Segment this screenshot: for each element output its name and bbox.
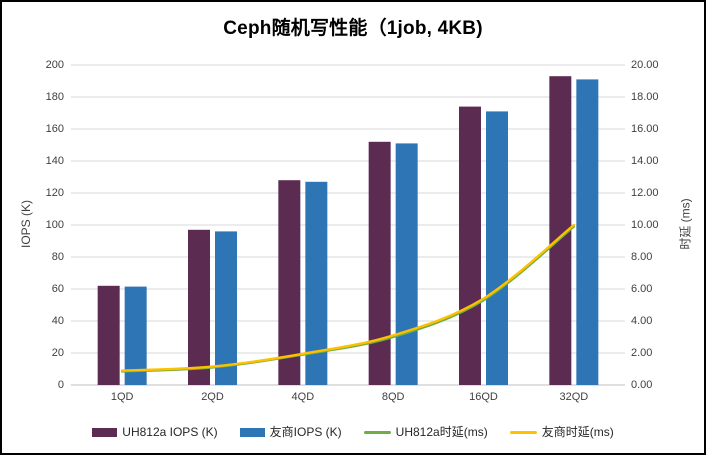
y-axis-left-tick: 120 [45,187,64,199]
bar-vendor-1qd [124,286,147,385]
legend-bar-swatch [92,427,118,437]
x-axis-label-4qd: 4QD [291,391,315,403]
y-axis-right-tick: 20.00 [631,59,659,71]
legend-item-uh812a-latency: UH812a时延(ms) [363,423,488,441]
legend-item-vendor-iops: 友商IOPS (K) [239,423,342,441]
legend-line-swatch [363,430,391,434]
y-axis-left-tick: 180 [45,91,64,103]
x-axis-label-1qd: 1QD [110,391,134,403]
y-axis-left-tick: 40 [51,315,64,327]
legend-line-swatch [509,430,537,434]
legend-bar-swatch [239,427,265,437]
bar-uh812a-2qd [188,229,210,385]
y-axis-right-tick: 16.00 [631,123,659,135]
legend-label: UH812a IOPS (K) [122,425,218,439]
legend-label: 友商IOPS (K) [269,425,342,439]
x-axis-label-8qd: 8QD [381,391,405,403]
y-axis-right-tick: 14.00 [631,155,659,167]
legend-item-uh812a-iops: UH812a IOPS (K) [92,423,218,441]
bar-uh812a-8qd [368,141,391,385]
legend-label: UH812a时延(ms) [395,425,488,439]
y-axis-right-tick: 6.00 [631,283,653,295]
bar-uh812a-1qd [97,285,120,385]
y-axis-right-tick: 2.00 [631,347,653,359]
y-axis-left-tick: 160 [45,123,64,135]
x-axis-label-32qd: 32QD [559,391,589,403]
y-axis-right-tick: 4.00 [631,315,653,327]
y-axis-left-tick: 20 [51,347,64,359]
legend: UH812a IOPS (K) 友商IOPS (K) UH812a时延(ms) 友商时… [2,422,704,442]
y-axis-right-tick: 8.00 [631,251,653,263]
bar-vendor-32qd [576,79,599,386]
bar-vendor-8qd [395,143,418,385]
y-axis-left-tick: 60 [51,283,64,295]
y-axis-right-tick: 10.00 [631,219,659,231]
chart-title: Ceph随机写性能（1job, 4KB) [223,18,483,39]
y-axis-left-tick: 80 [51,251,64,263]
y-axis-right-tick: 0.00 [631,379,653,391]
bar-vendor-4qd [305,181,328,385]
y-axis-left-tick: 200 [45,59,64,71]
legend-label: 友商时延(ms) [541,425,614,439]
y-axis-left-tick: 0 [57,379,64,391]
y-axis-left-tick: 100 [45,219,64,231]
legend-item-vendor-latency: 友商时延(ms) [509,423,614,441]
y-axis-right-tick: 12.00 [631,187,659,199]
y-axis-title-right: 时延 (ms) [678,198,693,250]
x-axis-label-16qd: 16QD [469,391,498,403]
y-axis-right-tick: 18.00 [631,91,659,103]
bar-uh812a-16qd [459,106,481,385]
latency-line-vendor [120,223,576,372]
y-axis-left-tick: 140 [45,155,64,167]
y-axis-title-left: IOPS (K) [19,199,33,249]
bar-uh812a-32qd [549,76,572,385]
bar-uh812a-4qd [278,180,301,385]
bar-vendor-16qd [486,111,508,386]
x-axis-label-2qd: 2QD [201,391,224,403]
bar-vendor-2qd [215,231,237,385]
